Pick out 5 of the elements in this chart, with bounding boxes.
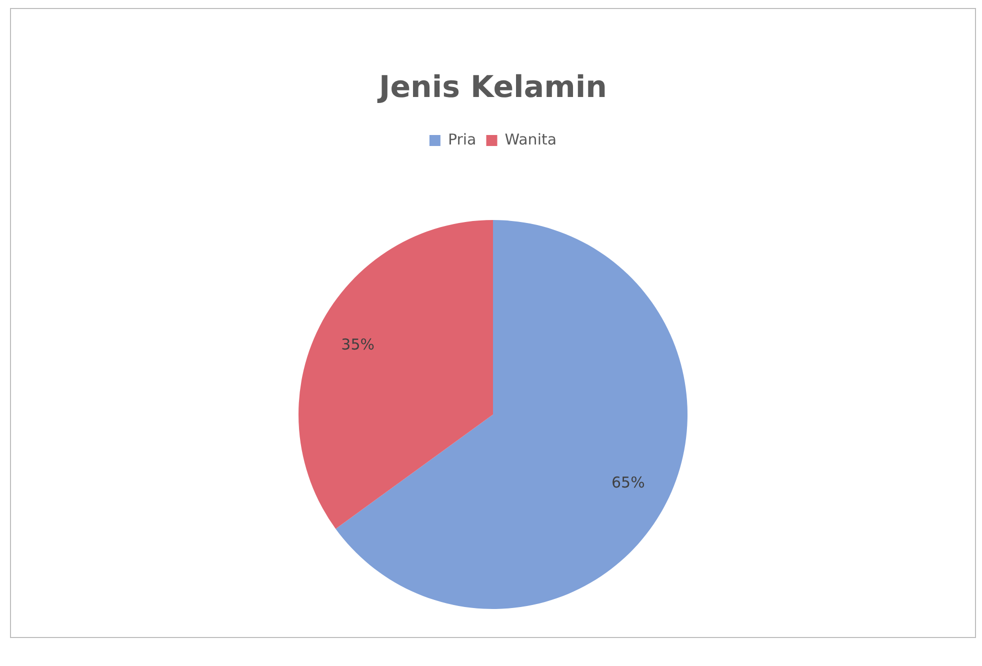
data-label: 65%: [612, 473, 645, 492]
legend-label: Pria: [448, 130, 476, 148]
data-label: 35%: [341, 336, 374, 354]
chart-title: Jenis Kelamin: [377, 70, 607, 105]
legend-label: Wanita: [504, 130, 557, 148]
